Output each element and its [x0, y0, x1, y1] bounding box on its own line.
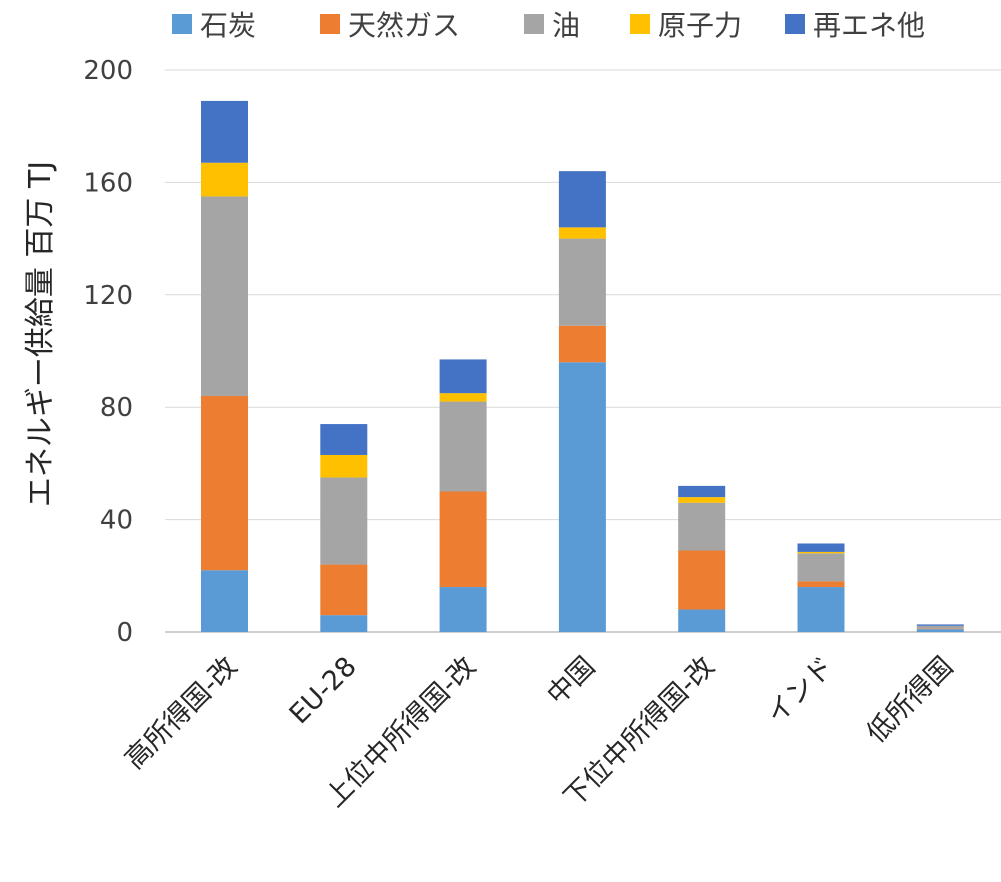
bar-segment-4	[439, 393, 487, 402]
bar-segment-1	[916, 629, 964, 632]
legend-label: 天然ガス	[348, 9, 460, 42]
bar-segment-4	[320, 454, 368, 478]
legend-swatch	[524, 14, 544, 34]
bar-segment-3	[916, 625, 964, 629]
y-tick-label: 120	[83, 281, 133, 311]
bar-segment-1	[558, 362, 606, 632]
bar-segment-1	[439, 587, 487, 632]
legend-swatch	[630, 14, 650, 34]
legend-label: 原子力	[658, 9, 742, 42]
y-axis-label: エネルギー供給量 百万 TJ	[23, 161, 58, 507]
bar-segment-5	[558, 171, 606, 228]
legend-label: 再エネ他	[813, 9, 925, 42]
bar-segment-5	[439, 359, 487, 394]
bar-segment-2	[678, 550, 726, 610]
legend-swatch	[785, 14, 805, 34]
bar-segment-3	[201, 196, 248, 396]
bar-segment-4	[201, 162, 248, 197]
bar-segment-3	[797, 553, 845, 582]
y-tick-label: 40	[100, 506, 133, 536]
bar-segment-4	[797, 551, 845, 554]
bar-segment-3	[678, 502, 726, 551]
bar-segment-2	[916, 628, 964, 630]
x-category-label: 中国	[541, 651, 601, 711]
bar-segment-3	[320, 477, 368, 565]
bar-segment-1	[201, 570, 248, 632]
bar-segment-2	[558, 325, 606, 363]
bar-segment-1	[320, 615, 368, 632]
bar-segment-2	[320, 564, 368, 616]
bar-segment-3	[439, 401, 487, 492]
bars	[201, 100, 964, 632]
x-category-label: 低所得国	[861, 651, 959, 749]
x-category-label: EU-28	[284, 651, 363, 730]
y-tick-label: 0	[116, 618, 133, 648]
bar-segment-5	[678, 485, 726, 498]
bar-segment-5	[201, 100, 248, 163]
bar-segment-5	[916, 624, 964, 626]
bar-segment-5	[320, 424, 368, 455]
x-category-label: インド	[761, 651, 840, 730]
bar-segment-2	[797, 581, 845, 588]
y-tick-label: 160	[83, 168, 133, 198]
bar-segment-2	[201, 395, 248, 571]
y-tick-label: 200	[83, 56, 133, 86]
legend: 石炭 天然ガス 油 原子力 再エネ他	[172, 9, 925, 42]
y-axis-ticks: 0 40 80 120 160 200	[83, 56, 133, 648]
legend-swatch	[320, 14, 340, 34]
bar-segment-3	[558, 238, 606, 326]
x-category-label: 高所得国-改	[119, 651, 243, 775]
y-tick-label: 80	[100, 393, 133, 423]
bar-segment-5	[797, 543, 845, 552]
bar-segment-4	[558, 227, 606, 239]
bar-segment-1	[678, 609, 726, 632]
bar-segment-1	[797, 587, 845, 632]
legend-label: 油	[552, 9, 580, 42]
bar-segment-4	[678, 497, 726, 503]
bar-segment-2	[439, 491, 487, 588]
legend-swatch	[172, 14, 192, 34]
legend-label: 石炭	[200, 9, 256, 42]
